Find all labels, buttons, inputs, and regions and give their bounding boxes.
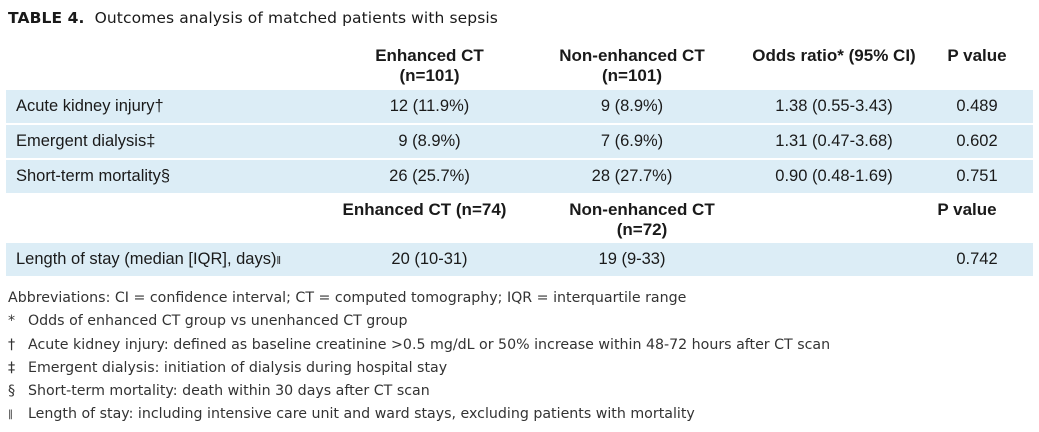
header-empty: [6, 46, 342, 88]
footnote-symbol: ‡: [8, 359, 16, 376]
header-enhanced-2: Enhanced CT (n=74): [342, 200, 507, 219]
table-row: Short-term mortality§ 26 (25.7%) 28 (27.…: [6, 160, 1033, 195]
footnote-symbol: §: [8, 383, 16, 400]
header-enhanced-n: (n=101): [399, 66, 460, 85]
row-label: Length of stay (median [IQR], days)‖: [6, 243, 342, 276]
table-row: Emergent dialysis‡ 9 (8.9%) 7 (6.9%) 1.3…: [6, 125, 1033, 160]
footnote: § Short-term mortality: death within 30 d…: [8, 380, 830, 403]
cell-p-value: 0.751: [956, 167, 998, 185]
cell-p-value: 0.602: [956, 132, 998, 150]
footnote: * Odds of enhanced CT group vs unenhanced…: [8, 310, 830, 333]
header-row-2: Enhanced CT (n=74) Non-enhanced CT (n=72…: [6, 195, 1033, 241]
footnote-text: Length of stay: including intensive care…: [28, 406, 695, 423]
header-nonenhanced-2: Non-enhanced CT (n=72): [537, 200, 747, 241]
footnote-text: Odds of enhanced CT group vs unenhanced …: [28, 313, 408, 330]
header-nonenhanced-2-label: Non-enhanced CT: [569, 200, 715, 219]
cell-p-value: 0.742: [956, 250, 998, 268]
footnote-symbol: †: [8, 336, 16, 353]
row-label: Emergent dialysis‡: [16, 132, 156, 150]
abbreviations-note: Abbreviations: CI = confidence interval;…: [8, 290, 687, 306]
cell-nonenhanced: 28 (27.7%): [591, 167, 673, 185]
header-enhanced-label: Enhanced CT: [375, 46, 484, 65]
footnote-text: Short-term mortality: death within 30 da…: [28, 383, 430, 400]
cell-enhanced: 9 (8.9%): [398, 132, 461, 150]
outcomes-table: Enhanced CT (n=101) Non-enhanced CT (n=1…: [6, 36, 1033, 278]
header-empty: [6, 200, 342, 241]
cell-enhanced: 12 (11.9%): [389, 97, 470, 115]
header-p-value: P value: [947, 46, 1007, 65]
cell-enhanced: 26 (25.7%): [389, 167, 470, 185]
footnote-symbol: *: [8, 313, 16, 330]
cell-p-value: 0.489: [956, 97, 998, 115]
header-nonenhanced-2-n: (n=72): [616, 220, 668, 239]
table-caption: Outcomes analysis of matched patients wi…: [94, 9, 498, 27]
table-row: Length of stay (median [IQR], days)‖ 20 …: [6, 241, 1033, 278]
header-nonenhanced: Non-enhanced CT (n=101): [517, 46, 747, 88]
cell-nonenhanced: 19 (9-33): [598, 250, 666, 268]
header-odds-ratio: Odds ratio* (95% CI): [752, 46, 916, 65]
table-title: TABLE 4. Outcomes analysis of matched pa…: [8, 9, 498, 27]
table-row: Acute kidney injury† 12 (11.9%) 9 (8.9%)…: [6, 90, 1033, 125]
footnote-symbol: ‖: [8, 409, 13, 421]
table-number: TABLE 4.: [8, 9, 85, 27]
row-label-text: Length of stay (median [IQR], days): [16, 250, 277, 268]
cell-odds-ratio: 1.38 (0.55-3.43): [775, 97, 893, 115]
footnote: ‖ Length of stay: including intensive car…: [8, 403, 830, 426]
row-label-mark: ‖: [276, 255, 282, 267]
footnote-text: Acute kidney injury: defined as baseline…: [28, 336, 831, 353]
header-row-1: Enhanced CT (n=101) Non-enhanced CT (n=1…: [6, 36, 1033, 90]
cell-odds-ratio: [747, 243, 921, 276]
header-nonenhanced-n: (n=101): [602, 66, 662, 85]
footnote-text: Emergent dialysis: initiation of dialysi…: [28, 359, 448, 376]
cell-enhanced: 20 (10-31): [391, 250, 468, 268]
footnote: † Acute kidney injury: defined as baselin…: [8, 334, 830, 357]
header-enhanced: Enhanced CT (n=101): [342, 46, 517, 88]
footnote: ‡ Emergent dialysis: initiation of dialys…: [8, 357, 830, 380]
header-empty-or: [747, 200, 911, 241]
cell-nonenhanced: 7 (6.9%): [600, 132, 664, 150]
cell-odds-ratio: 0.90 (0.48-1.69): [775, 167, 893, 185]
cell-odds-ratio: 1.31 (0.47-3.68): [775, 132, 893, 150]
row-label: Short-term mortality§: [16, 167, 171, 185]
footnotes: Abbreviations: CI = confidence interval;…: [8, 287, 830, 427]
cell-nonenhanced: 9 (8.9%): [600, 97, 664, 115]
row-label: Acute kidney injury†: [16, 97, 164, 115]
header-p-value-2: P value: [937, 200, 997, 219]
header-nonenhanced-label: Non-enhanced CT: [559, 46, 705, 65]
